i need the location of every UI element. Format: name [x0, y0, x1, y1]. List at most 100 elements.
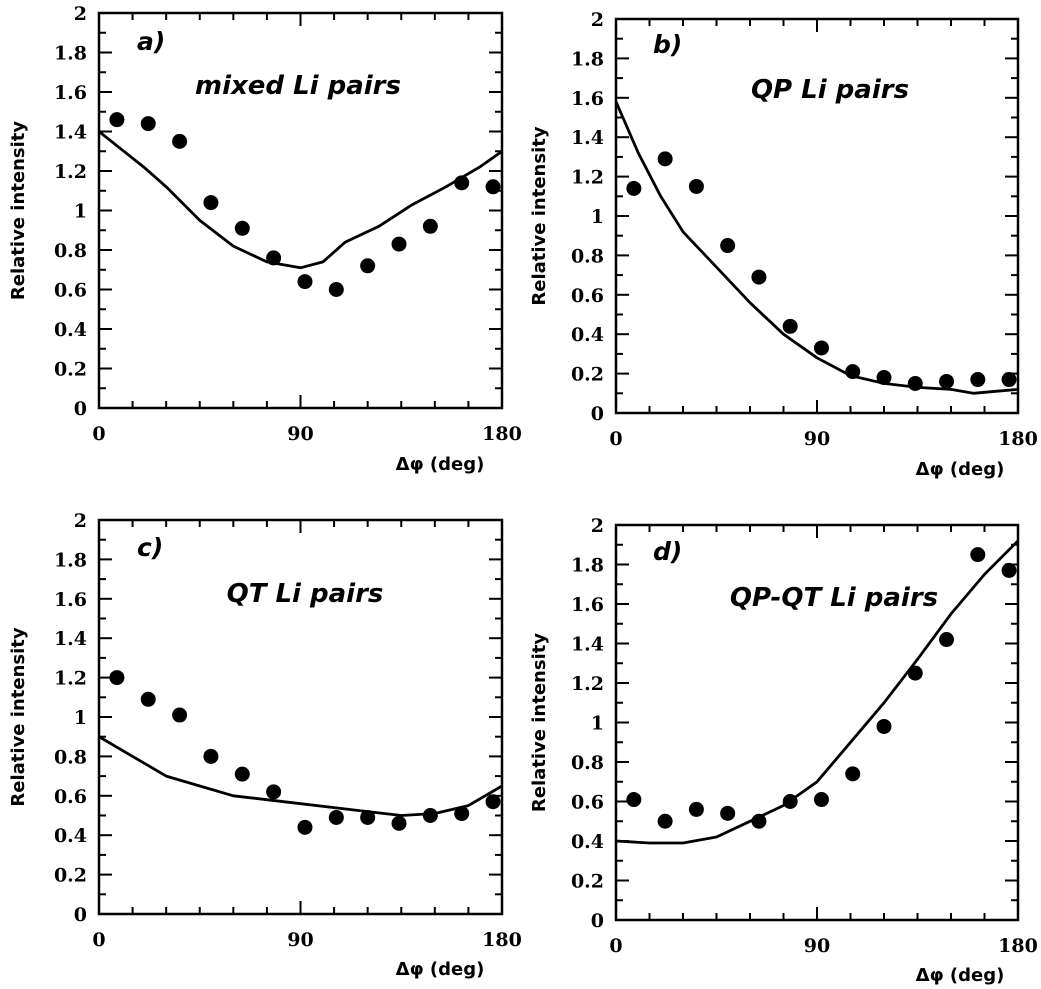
- data-point: [172, 133, 188, 149]
- data-point: [876, 370, 892, 386]
- data-point: [203, 748, 219, 764]
- model-curve: [615, 539, 1019, 845]
- data-point: [626, 180, 642, 196]
- x-axis-label: Δφ (deg): [916, 965, 1005, 986]
- y-tick-label: 1: [74, 707, 87, 729]
- panel-a: 0 0.2 0.4 0.6 0.8 1 1.2 1.4 1.6 1.8 2 0 90 180 a) mixed…: [8, 3, 522, 475]
- data-point: [657, 813, 673, 829]
- y-tick-label: 1.2: [571, 673, 604, 695]
- x-tick-label: 90: [287, 929, 313, 951]
- y-tick-label: 0.2: [571, 364, 604, 386]
- data-point: [1001, 372, 1017, 388]
- data-point: [970, 372, 986, 388]
- y-tick-label: 0.2: [54, 865, 87, 887]
- data-point: [720, 238, 736, 254]
- panel-title: QP Li pairs: [751, 75, 909, 105]
- x-axis-label: Δφ (deg): [396, 959, 485, 980]
- data-point: [907, 375, 923, 391]
- data-point: [140, 691, 156, 707]
- data-point: [813, 792, 829, 808]
- data-point: [266, 784, 282, 800]
- y-tick-label: 1.8: [571, 48, 604, 70]
- x-tick-label: 180: [482, 929, 522, 951]
- x-tick-label: 0: [92, 929, 105, 951]
- data-point: [234, 766, 250, 782]
- y-tick-label: 1.2: [54, 668, 87, 690]
- data-point: [328, 282, 344, 297]
- data-point: [297, 819, 313, 835]
- y-tick-label: 2: [74, 510, 87, 532]
- y-tick-label: 0.6: [571, 285, 604, 307]
- data-point: [970, 547, 986, 563]
- y-tick-label: 0.2: [54, 359, 87, 381]
- y-tick-label: 1.4: [571, 634, 604, 656]
- x-tick-label: 90: [804, 935, 830, 957]
- y-axis-label: Relative intensity: [8, 121, 29, 300]
- y-tick-label: 1.8: [571, 555, 604, 577]
- model-curve: [98, 735, 503, 817]
- data-point: [845, 766, 861, 782]
- y-tick-label: 1.4: [54, 122, 87, 144]
- y-tick-label: 0: [74, 904, 87, 926]
- y-tick-label: 0.8: [54, 746, 87, 768]
- data-point: [109, 112, 125, 128]
- y-tick-label: 2: [74, 3, 87, 25]
- model-curve: [98, 130, 503, 270]
- y-tick-label: 0.6: [571, 792, 604, 814]
- y-tick-label: 1.6: [571, 88, 604, 110]
- y-tick-label: 1.8: [54, 549, 87, 571]
- data-point: [391, 236, 407, 252]
- panel-label: a): [137, 27, 165, 56]
- panel-title: QP-QT Li pairs: [730, 583, 938, 613]
- panel-label: b): [653, 30, 682, 59]
- y-tick-label: 1.6: [54, 82, 87, 104]
- panel-d: 0 0.2 0.4 0.6 0.8 1 1.2 1.4 1.6 1.8 2 0 90 180 d) QP-QT…: [529, 515, 1038, 986]
- x-tick-label: 0: [609, 935, 622, 957]
- y-tick-label: 0: [591, 403, 604, 425]
- data-point: [813, 340, 829, 356]
- model-curve: [614, 101, 1019, 395]
- data-point: [876, 718, 892, 734]
- y-axis-label: Relative intensity: [529, 633, 550, 812]
- y-tick-label: 0.4: [571, 324, 604, 346]
- y-tick-label: 0.4: [571, 831, 604, 853]
- y-tick-label: 1.6: [571, 594, 604, 616]
- data-point: [297, 274, 313, 290]
- y-tick-label: 1.6: [54, 589, 87, 611]
- panel-label: c): [137, 533, 163, 562]
- y-tick-label: 0.8: [54, 240, 87, 262]
- data-point: [234, 220, 250, 236]
- y-tick-label: 1.2: [571, 167, 604, 189]
- data-point: [751, 813, 767, 829]
- data-point: [485, 794, 501, 810]
- data-point: [422, 808, 438, 823]
- data-point: [140, 116, 156, 132]
- panel-b: 0 0.2 0.4 0.6 0.8 1 1.2 1.4 1.6 1.8 2 0 90 180 b) QP Li…: [529, 9, 1038, 480]
- y-tick-label: 0.4: [54, 825, 87, 847]
- y-tick-label: 2: [591, 9, 604, 31]
- x-tick-label: 0: [92, 423, 105, 445]
- data-point: [751, 269, 767, 285]
- panel-label: d): [653, 537, 682, 566]
- data-point: [782, 794, 798, 809]
- y-tick-label: 0.4: [54, 319, 87, 341]
- data-point: [845, 364, 861, 380]
- x-tick-label: 0: [609, 428, 622, 450]
- data-point: [454, 175, 470, 191]
- y-tick-label: 1: [591, 713, 604, 735]
- y-tick-label: 0.8: [571, 752, 604, 774]
- data-point: [939, 373, 955, 389]
- y-tick-label: 1.2: [54, 161, 87, 183]
- y-tick-label: 0: [591, 910, 604, 932]
- x-axis-label: Δφ (deg): [916, 459, 1005, 480]
- y-tick-label: 1: [74, 201, 87, 223]
- data-point: [657, 151, 673, 167]
- y-axis-label: Relative intensity: [8, 627, 29, 806]
- data-point: [688, 801, 704, 817]
- data-point: [172, 707, 188, 723]
- panel-title: mixed Li pairs: [195, 71, 401, 101]
- y-tick-label: 2: [591, 515, 604, 537]
- data-point: [626, 792, 642, 808]
- y-tick-label: 0: [74, 398, 87, 420]
- data-point: [688, 178, 704, 194]
